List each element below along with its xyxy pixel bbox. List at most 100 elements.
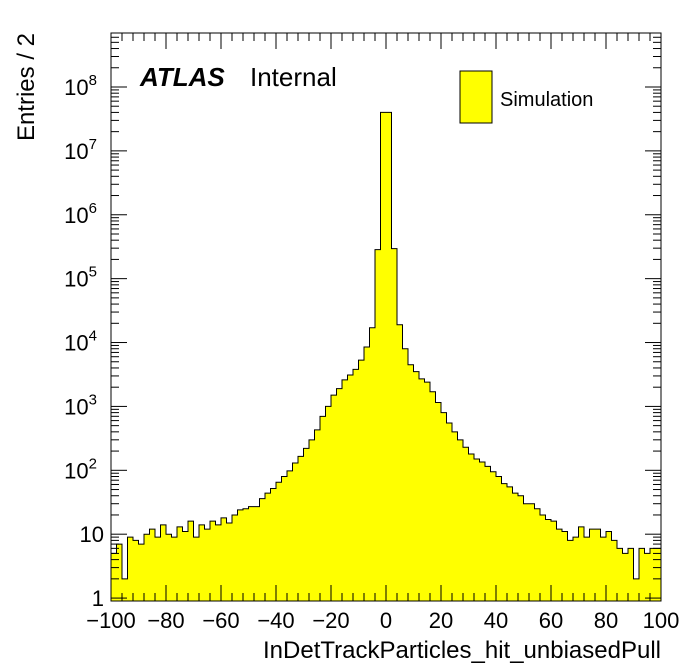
y-tick-label: 104 xyxy=(64,328,97,356)
histogram-bars xyxy=(110,111,662,601)
histogram-bar xyxy=(331,395,337,601)
histogram-bar xyxy=(650,548,656,601)
histogram-bar xyxy=(391,248,397,601)
y-tick-label: 108 xyxy=(64,72,97,100)
histogram-bar xyxy=(133,540,139,601)
x-tick-label: −100 xyxy=(86,608,136,633)
histogram-bar xyxy=(243,508,249,601)
y-tick-label: 10 xyxy=(80,522,104,547)
histogram-bar xyxy=(292,463,298,601)
histogram-bar xyxy=(177,526,183,601)
histogram-bar xyxy=(606,531,612,601)
x-axis-title: InDetTrackParticles_hit_unbiasedPull xyxy=(263,637,661,664)
atlas-internal-label: Internal xyxy=(250,62,337,92)
y-tick-label: 107 xyxy=(64,136,97,164)
histogram-bar xyxy=(633,578,639,601)
y-tick-label: 103 xyxy=(64,391,97,419)
histogram-bar xyxy=(430,391,436,601)
histogram-bar xyxy=(325,406,331,601)
histogram-bar xyxy=(221,517,227,601)
histogram-bar xyxy=(655,548,661,601)
histogram-bar xyxy=(364,347,370,601)
histogram-bar xyxy=(424,382,430,601)
histogram-bar xyxy=(342,379,348,601)
histogram-bar xyxy=(435,402,441,601)
histogram-bar xyxy=(507,486,513,601)
histogram-bar xyxy=(446,423,452,601)
x-tick-label: −80 xyxy=(147,608,184,633)
histogram-bar xyxy=(320,416,326,601)
y-axis-ticks xyxy=(111,32,661,602)
histogram-bar xyxy=(617,548,623,601)
histogram-bar xyxy=(628,548,634,601)
histogram-bar xyxy=(182,531,188,601)
x-axis-tick-labels: −100 −80 −60 −40 −20 0 20 40 60 80 100 xyxy=(86,608,679,633)
histogram-bar xyxy=(232,514,238,601)
histogram-bar xyxy=(314,429,320,601)
histogram-bar xyxy=(193,537,199,601)
histogram-bar xyxy=(644,553,650,601)
histogram-bar xyxy=(540,514,546,601)
histogram-bar xyxy=(573,537,579,601)
x-tick-label: −40 xyxy=(257,608,294,633)
x-tick-label: 40 xyxy=(484,608,508,633)
histogram-bar xyxy=(375,249,381,601)
histogram-bar xyxy=(226,522,232,601)
histogram-bar xyxy=(144,534,150,601)
histogram-bar xyxy=(287,470,293,601)
histogram-bar xyxy=(474,459,480,601)
histogram-bar xyxy=(551,521,557,601)
x-tick-label: −20 xyxy=(312,608,349,633)
histogram-bar xyxy=(457,439,463,601)
histogram-bar xyxy=(600,537,606,601)
histogram-bar xyxy=(166,534,172,601)
x-tick-label: −60 xyxy=(202,608,239,633)
histogram-bar xyxy=(584,537,590,601)
histogram-bar xyxy=(545,519,551,601)
histogram-bar xyxy=(122,578,128,601)
histogram-bar xyxy=(259,498,265,601)
histogram-bar xyxy=(138,544,144,601)
y-axis-tick-labels: 1 10 102 103 104 105 106 107 108 xyxy=(64,72,104,611)
histogram-bar xyxy=(353,369,359,601)
y-tick-label: 1 xyxy=(92,586,104,611)
x-tick-label: 60 xyxy=(539,608,563,633)
histogram-bar xyxy=(188,521,194,601)
histogram-bar xyxy=(380,112,386,601)
histogram-bar xyxy=(276,482,282,601)
legend: Simulation xyxy=(459,70,593,124)
y-axis-title: Entries / 2 xyxy=(13,33,40,141)
histogram-bar xyxy=(463,447,469,601)
x-tick-label: 20 xyxy=(429,608,453,633)
histogram-bar xyxy=(386,112,392,601)
histogram-bar xyxy=(171,537,177,601)
histogram-bar xyxy=(347,375,353,601)
histogram-bar xyxy=(468,453,474,601)
histogram-bar xyxy=(281,476,287,601)
histogram-bar xyxy=(397,324,403,601)
histogram-bar xyxy=(556,529,562,601)
histogram-bar xyxy=(369,327,375,601)
histogram-bar xyxy=(562,531,568,601)
histogram-bar xyxy=(149,529,155,601)
x-tick-label: 0 xyxy=(380,608,392,633)
histogram-bar xyxy=(309,439,315,601)
histogram-bar xyxy=(485,466,491,601)
histogram-bar xyxy=(270,488,276,601)
histogram-bar xyxy=(237,509,243,601)
histogram-bar xyxy=(639,548,645,601)
histogram-bar xyxy=(248,506,254,601)
histogram-bar xyxy=(578,526,584,601)
histogram-bar xyxy=(210,521,216,601)
histogram-bar xyxy=(518,495,524,601)
histogram-bar xyxy=(402,348,408,601)
y-tick-label: 102 xyxy=(64,455,97,483)
histogram-bar xyxy=(529,503,535,601)
histogram-bar xyxy=(589,529,595,601)
histogram-bar xyxy=(408,364,414,601)
histogram-bar xyxy=(490,471,496,601)
histogram-outline xyxy=(110,111,662,601)
histogram-bar xyxy=(111,553,117,601)
histogram-bar xyxy=(595,529,601,601)
histogram-bar xyxy=(452,431,458,601)
